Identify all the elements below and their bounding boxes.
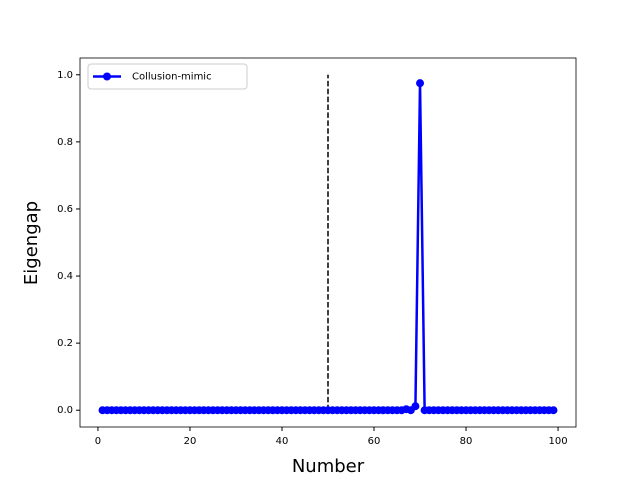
y-tick-label: 1.0 (57, 70, 73, 81)
legend-label: Collusion-mimic (132, 72, 212, 83)
y-tick-label: 0.0 (57, 405, 73, 416)
legend-marker (103, 72, 111, 81)
point (549, 406, 558, 415)
y-tick-label: 0.6 (57, 204, 73, 215)
x-tick-label: 20 (184, 436, 197, 447)
y-tick-label: 0.2 (57, 338, 73, 349)
x-axis-label: Number (292, 456, 365, 477)
y-tick-label: 0.4 (57, 271, 73, 282)
x-tick-label: 0 (95, 436, 101, 447)
y-tick-label: 0.8 (57, 137, 73, 148)
y-axis-label: Eigengap (21, 201, 42, 285)
legend-box (87, 63, 248, 90)
legend: Collusion-mimic (87, 63, 248, 90)
point (411, 402, 420, 411)
x-tick-label: 80 (460, 436, 473, 447)
x-tick-label: 60 (368, 436, 381, 447)
x-tick-label: 100 (549, 436, 568, 447)
plot-frame (79, 57, 577, 428)
point (416, 79, 425, 88)
x-tick-label: 40 (276, 436, 289, 447)
